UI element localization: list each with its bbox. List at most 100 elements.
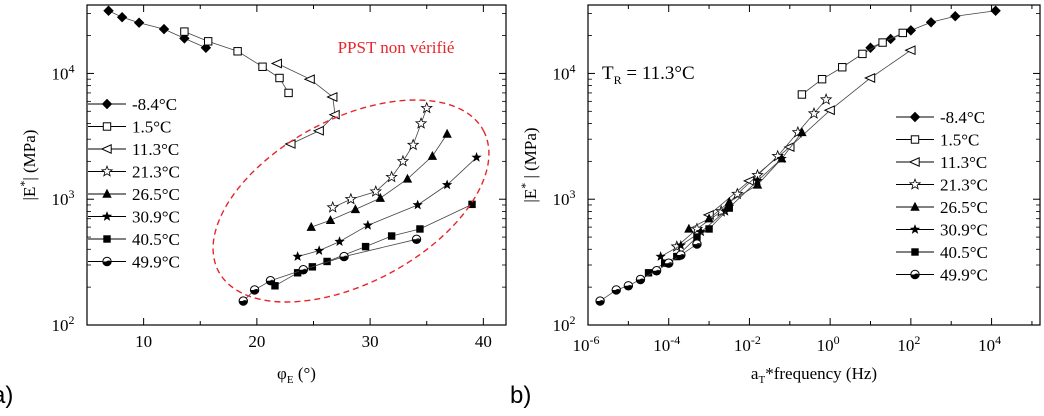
data-point-b <box>704 213 714 223</box>
data-point-a <box>369 185 382 197</box>
legend-marker-b <box>908 157 920 167</box>
legend-marker-b <box>909 111 921 123</box>
data-point-b <box>925 17 937 28</box>
data-point-b <box>724 196 734 206</box>
legend-label-a: 30.9°C <box>132 208 180 227</box>
series-line-b <box>801 32 903 95</box>
data-point-b <box>838 63 847 72</box>
data-point-a <box>326 200 339 213</box>
data-point-b <box>725 204 733 212</box>
data-point-b <box>611 285 621 295</box>
data-point-a <box>441 179 453 190</box>
legend-label-b: 11.3°C <box>940 153 987 172</box>
panel-label-a: a) <box>0 382 14 409</box>
x-tick-label-b: 10-6 <box>573 333 600 355</box>
legend-marker-b <box>910 135 920 144</box>
data-point-a <box>158 23 170 35</box>
data-point-a <box>312 125 324 136</box>
data-point-b <box>655 251 666 261</box>
legend-label-b: 30.9°C <box>940 221 988 240</box>
data-point-a <box>265 276 276 286</box>
legend-label-b: 21.3°C <box>940 176 988 195</box>
data-point-a <box>203 37 213 46</box>
panel-label-b: b) <box>510 382 532 409</box>
legend-label-a: -8.4°C <box>132 95 177 114</box>
data-point-b <box>898 28 907 38</box>
data-point-a <box>179 33 190 44</box>
x-tick-label-b: 102 <box>897 333 920 355</box>
legend-marker-b <box>911 248 919 256</box>
data-point-a <box>334 236 345 247</box>
data-point-b <box>865 42 876 53</box>
series-b-1 <box>797 28 907 99</box>
data-point-b <box>878 38 887 47</box>
legend-marker-a <box>102 122 112 131</box>
y-axis-label-a: |E*| (MPa) <box>17 130 39 201</box>
y-tick-label-a: 103 <box>52 187 75 209</box>
data-point-a <box>402 173 413 183</box>
data-point-a <box>293 269 302 277</box>
data-point-b <box>695 226 707 237</box>
data-point-b <box>692 239 702 249</box>
data-point-a <box>298 265 308 275</box>
series-a-4 <box>306 128 452 231</box>
legend-marker-b <box>908 177 922 190</box>
series-a-7 <box>238 234 422 306</box>
data-point-a <box>362 219 373 230</box>
data-point-a <box>387 232 396 240</box>
data-point-b <box>635 274 646 285</box>
data-point-b <box>675 239 686 250</box>
ppst-ellipse <box>212 99 490 303</box>
y-tick-label-a: 102 <box>52 313 75 335</box>
data-point-a <box>442 128 452 138</box>
data-point-b <box>904 45 916 56</box>
legend-label-b: 49.9°C <box>940 266 988 285</box>
series-line-b <box>676 99 827 247</box>
data-point-a <box>284 88 293 98</box>
legend-marker-b <box>909 224 921 234</box>
data-point-b <box>858 49 867 59</box>
data-point-a <box>416 225 424 233</box>
x-tick-label-a: 40 <box>475 332 492 351</box>
data-point-b <box>623 281 634 291</box>
data-point-b <box>817 74 827 84</box>
data-point-a <box>375 192 385 202</box>
legend-label-a: 40.5°C <box>132 230 180 249</box>
y-axis-label-b: |E* | (MPa) <box>518 127 540 202</box>
data-point-a <box>270 58 282 69</box>
series-line-a <box>311 133 448 228</box>
series-line-a <box>297 157 477 257</box>
data-point-b <box>644 269 653 277</box>
series-b-7 <box>595 239 702 306</box>
x-tick-label-b: 10-4 <box>653 333 680 355</box>
legend-marker-a <box>102 256 112 267</box>
data-point-a <box>414 116 428 129</box>
series-a-1 <box>180 27 293 98</box>
data-point-a <box>468 200 476 209</box>
data-point-a <box>249 285 260 295</box>
series-line-a <box>184 31 289 94</box>
data-point-a <box>350 204 361 214</box>
x-tick-label-b: 100 <box>817 333 840 355</box>
series-b-5 <box>655 153 787 261</box>
series-line-b <box>708 49 912 216</box>
legend-label-a: 26.5°C <box>132 185 180 204</box>
legend-marker-a <box>100 164 114 177</box>
data-point-a <box>292 251 303 261</box>
series-a-0 <box>103 5 212 53</box>
ppst-annotation: PPST non vérifié <box>338 38 455 57</box>
data-point-a <box>271 282 279 290</box>
data-point-b <box>797 127 807 137</box>
data-point-a <box>411 234 422 245</box>
data-point-b <box>807 106 821 119</box>
series-a-6 <box>271 200 476 290</box>
x-axis-label-b: aT*frequency (Hz) <box>751 364 877 386</box>
legend-label-a: 11.3°C <box>132 140 179 159</box>
data-point-a <box>258 62 267 71</box>
data-point-b <box>693 233 701 241</box>
chart-a-group: |E*| (MPa) -8.4°C 1.5°C 11.3°C 21.3°C 26.5°C 3… <box>17 4 507 326</box>
series-line-a <box>242 238 417 302</box>
data-point-a <box>385 170 398 183</box>
data-point-b <box>752 175 763 186</box>
data-point-a <box>116 11 128 23</box>
